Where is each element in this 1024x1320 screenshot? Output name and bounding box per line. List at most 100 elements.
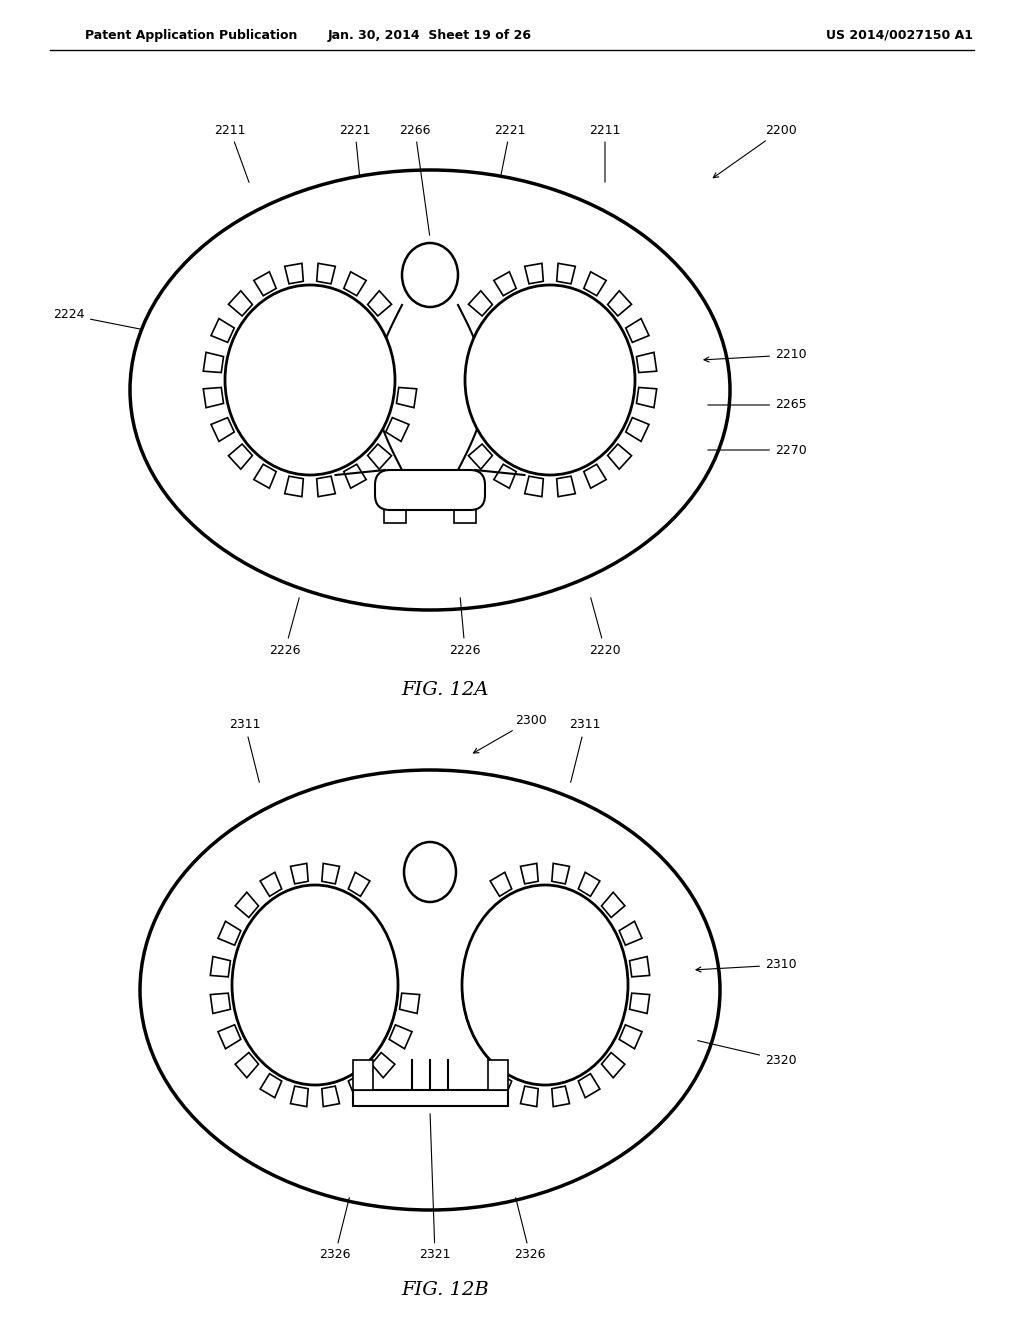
Text: 2226: 2226 — [450, 598, 480, 656]
Bar — [454, 498, 476, 523]
Polygon shape — [348, 873, 370, 896]
Polygon shape — [254, 465, 276, 488]
Ellipse shape — [156, 195, 705, 583]
Polygon shape — [601, 1052, 625, 1077]
Polygon shape — [344, 272, 367, 296]
Text: 2270: 2270 — [708, 444, 807, 457]
Polygon shape — [607, 290, 632, 315]
Text: 2320: 2320 — [697, 1040, 797, 1067]
Polygon shape — [236, 1052, 258, 1077]
Polygon shape — [211, 318, 234, 342]
Polygon shape — [630, 993, 649, 1014]
Bar — [384, 498, 406, 523]
Polygon shape — [396, 388, 417, 408]
Polygon shape — [386, 417, 409, 441]
Ellipse shape — [225, 285, 395, 475]
Polygon shape — [620, 921, 642, 945]
Ellipse shape — [465, 285, 635, 475]
Ellipse shape — [130, 170, 730, 610]
Polygon shape — [211, 417, 234, 441]
Polygon shape — [524, 477, 544, 496]
Text: 2310: 2310 — [696, 958, 797, 972]
Ellipse shape — [402, 243, 458, 308]
Polygon shape — [520, 1086, 539, 1106]
Ellipse shape — [140, 770, 720, 1210]
Polygon shape — [552, 863, 569, 884]
Bar — [487, 1060, 508, 1090]
Text: 2211: 2211 — [589, 124, 621, 182]
Text: 2200: 2200 — [714, 124, 797, 178]
Polygon shape — [552, 1086, 569, 1106]
Polygon shape — [291, 863, 308, 884]
Polygon shape — [218, 1024, 241, 1049]
Text: 2221: 2221 — [339, 124, 371, 177]
Polygon shape — [637, 388, 656, 408]
Polygon shape — [372, 1052, 395, 1077]
Polygon shape — [204, 352, 223, 372]
Polygon shape — [322, 1086, 340, 1106]
Polygon shape — [468, 444, 493, 469]
Text: 2321: 2321 — [419, 1114, 451, 1262]
Text: 2326: 2326 — [514, 1197, 546, 1262]
Polygon shape — [626, 318, 649, 342]
Polygon shape — [210, 993, 230, 1014]
Text: 2226: 2226 — [269, 598, 301, 656]
Text: 2211: 2211 — [214, 124, 249, 182]
Polygon shape — [204, 388, 223, 408]
Polygon shape — [254, 272, 276, 296]
Polygon shape — [368, 444, 391, 469]
Text: 2266: 2266 — [399, 124, 431, 235]
Polygon shape — [490, 1073, 512, 1098]
Polygon shape — [218, 921, 241, 945]
Text: FIG. 12A: FIG. 12A — [401, 681, 488, 700]
Polygon shape — [579, 1073, 600, 1098]
Polygon shape — [637, 352, 656, 372]
Polygon shape — [620, 1024, 642, 1049]
Ellipse shape — [166, 796, 694, 1184]
Ellipse shape — [404, 842, 456, 902]
Polygon shape — [524, 263, 544, 284]
Text: 2311: 2311 — [569, 718, 601, 783]
Polygon shape — [291, 1086, 308, 1106]
Polygon shape — [557, 263, 575, 284]
Polygon shape — [348, 1073, 370, 1098]
Ellipse shape — [232, 884, 398, 1085]
Polygon shape — [584, 465, 606, 488]
Text: FIG. 12B: FIG. 12B — [401, 1280, 488, 1299]
Polygon shape — [494, 272, 516, 296]
Polygon shape — [399, 993, 420, 1014]
Ellipse shape — [168, 209, 692, 572]
Polygon shape — [344, 465, 367, 488]
Polygon shape — [494, 465, 516, 488]
Polygon shape — [607, 444, 632, 469]
FancyBboxPatch shape — [375, 470, 485, 510]
Polygon shape — [316, 263, 335, 284]
Polygon shape — [236, 892, 258, 917]
Polygon shape — [322, 863, 340, 884]
Polygon shape — [368, 290, 391, 315]
Text: 2311: 2311 — [229, 718, 261, 783]
Polygon shape — [520, 863, 539, 884]
Text: Patent Application Publication: Patent Application Publication — [85, 29, 297, 41]
Polygon shape — [316, 477, 335, 496]
Text: 2210: 2210 — [705, 348, 807, 362]
Polygon shape — [579, 873, 600, 896]
Text: 2224: 2224 — [53, 309, 142, 330]
Polygon shape — [630, 957, 649, 977]
Text: 2265: 2265 — [708, 399, 807, 412]
Text: 2220: 2220 — [589, 598, 621, 656]
Polygon shape — [210, 957, 230, 977]
Polygon shape — [260, 1073, 282, 1098]
Polygon shape — [584, 272, 606, 296]
Polygon shape — [601, 892, 625, 917]
Polygon shape — [626, 417, 649, 441]
Polygon shape — [285, 477, 303, 496]
Ellipse shape — [144, 183, 716, 597]
Polygon shape — [468, 290, 493, 315]
Ellipse shape — [178, 808, 682, 1172]
Text: Jan. 30, 2014  Sheet 19 of 26: Jan. 30, 2014 Sheet 19 of 26 — [328, 29, 532, 41]
Polygon shape — [490, 873, 512, 896]
Text: 2221: 2221 — [495, 124, 525, 177]
Text: 2300: 2300 — [473, 714, 547, 752]
Polygon shape — [285, 263, 303, 284]
